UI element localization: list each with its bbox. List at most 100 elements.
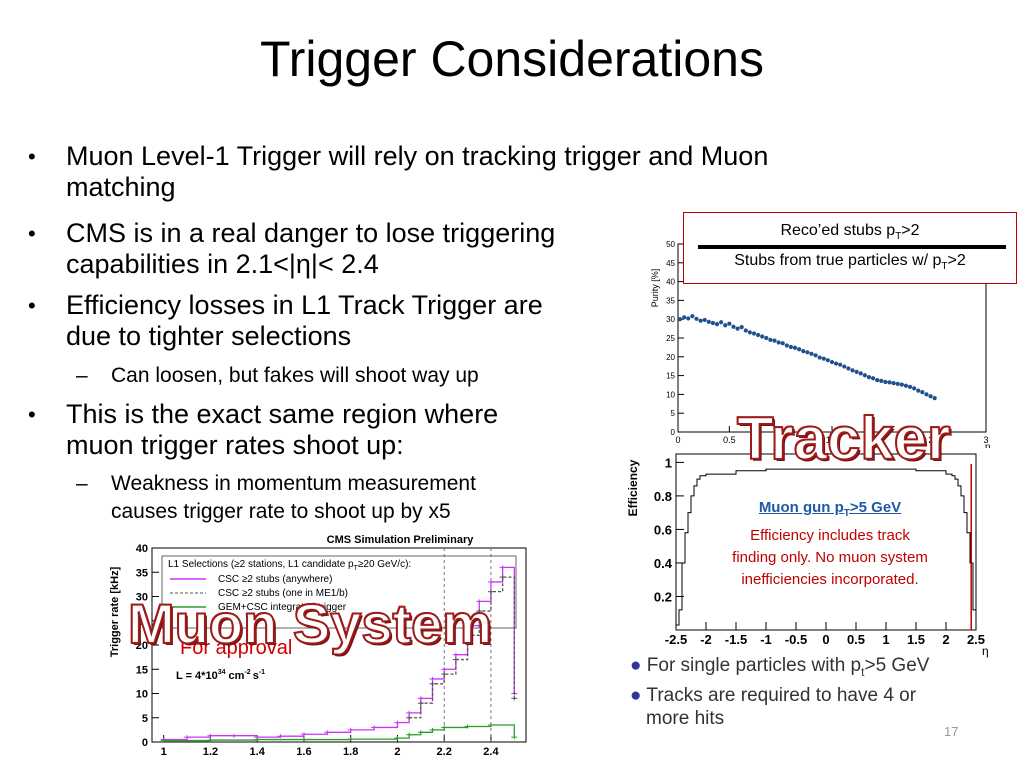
sub-bullet-dash: – bbox=[76, 364, 88, 387]
efficiency-y-tick-label: 0.6 bbox=[654, 522, 672, 537]
rate-legend-item-3: GEM+CSC integrated trigger bbox=[218, 602, 347, 613]
purity-x-tick-label: 0.5 bbox=[723, 435, 736, 445]
efficiency-chart: 0.2 0.4 0.6 0.8 1 -2.5 -2 -1.5 -1 -0.5 0 0.5 1 1.5 2 2.… bbox=[626, 453, 989, 658]
sub-bullet-dash: – bbox=[76, 472, 88, 495]
sub-bullet-text: Can loosen, but fakes will shoot way up bbox=[111, 364, 479, 387]
purity-y-tick-label: 5 bbox=[671, 409, 676, 418]
muon-system-label: Muon System bbox=[127, 591, 493, 656]
bullet-text: This is the exact same region where bbox=[66, 399, 499, 429]
efficiency-x-tick-label: 2 bbox=[942, 632, 949, 647]
purity-point bbox=[751, 331, 757, 336]
bullet-dot: • bbox=[28, 402, 36, 427]
purity-point bbox=[776, 340, 781, 345]
caption-line1: ● For single particles with pt>5 GeV bbox=[630, 655, 930, 679]
slide-title: Trigger Considerations bbox=[260, 31, 764, 87]
purity-point bbox=[866, 375, 872, 380]
bullet-text: CMS is in a real danger to lose triggeri… bbox=[66, 218, 556, 248]
purity-point bbox=[710, 320, 716, 326]
purity-point bbox=[883, 379, 888, 385]
purity-point bbox=[743, 328, 748, 333]
purity-y-tick-label: 25 bbox=[666, 334, 675, 343]
rate-chart-title: CMS Simulation Preliminary bbox=[327, 534, 475, 546]
purity-point bbox=[772, 338, 777, 343]
rate-x-tick-label: 2.4 bbox=[483, 746, 499, 758]
purity-y-tick-label: 0 bbox=[671, 428, 676, 437]
purity-point bbox=[903, 383, 909, 388]
purity-point bbox=[809, 351, 814, 356]
purity-point bbox=[834, 361, 839, 366]
purity-legend-line1: Reco’ed stubs pT>2 bbox=[780, 222, 920, 243]
rate-x-tick-label: 2.2 bbox=[437, 746, 452, 758]
purity-x-label: η bbox=[985, 442, 991, 448]
purity-point bbox=[932, 396, 937, 401]
rate-stamp: For approval bbox=[180, 637, 292, 659]
purity-point bbox=[686, 316, 691, 321]
rate-x-tick-label: 1.2 bbox=[203, 746, 218, 758]
purity-point bbox=[764, 335, 769, 341]
efficiency-x-tick-label: -0.5 bbox=[785, 632, 807, 647]
purity-point bbox=[723, 323, 728, 328]
purity-point bbox=[879, 378, 884, 383]
rate-y-label: Trigger rate [kHz] bbox=[109, 566, 121, 657]
purity-point bbox=[842, 364, 847, 369]
bullet-text-cont: muon trigger rates shoot up: bbox=[66, 430, 404, 460]
purity-point bbox=[825, 358, 830, 363]
purity-point bbox=[797, 347, 802, 352]
efficiency-x-tick-label: 2.5 bbox=[967, 632, 985, 647]
rate-y-tick-label: 15 bbox=[136, 664, 148, 676]
purity-point bbox=[899, 382, 904, 387]
rate-y-tick-label: 25 bbox=[136, 616, 148, 628]
bullet-dot: • bbox=[28, 293, 36, 318]
purity-point bbox=[821, 356, 826, 361]
purity-y-tick-label: 15 bbox=[666, 372, 675, 381]
purity-point bbox=[768, 337, 773, 342]
purity-x-tick-label: 2.5 bbox=[928, 435, 941, 445]
purity-legend: Reco’ed stubs pT>2 Stubs from true parti… bbox=[683, 212, 1017, 284]
purity-point bbox=[677, 317, 683, 322]
purity-point bbox=[747, 330, 752, 335]
rate-x-tick-label: 1.6 bbox=[296, 746, 311, 758]
purity-y-tick-label: 35 bbox=[666, 296, 675, 305]
purity-point bbox=[875, 378, 880, 383]
rate-y-tick-label: 35 bbox=[136, 567, 148, 579]
rate-x-tick-label: 1 bbox=[161, 746, 167, 758]
purity-point bbox=[755, 332, 761, 338]
rate-x-tick-label: 1.8 bbox=[343, 746, 358, 758]
efficiency-y-tick-label: 1 bbox=[665, 455, 672, 470]
purity-point bbox=[805, 350, 810, 355]
purity-x-tick-label: 3 bbox=[983, 435, 988, 445]
purity-point bbox=[912, 386, 917, 391]
purity-point bbox=[739, 324, 744, 330]
purity-point bbox=[924, 392, 929, 397]
rate-lumi: L = 4*1034 cm-2 s-1 bbox=[176, 669, 265, 682]
purity-point bbox=[846, 366, 851, 371]
purity-point bbox=[698, 318, 703, 323]
purity-point bbox=[891, 381, 896, 386]
efficiency-x-tick-label: -1 bbox=[760, 632, 772, 647]
purity-point bbox=[813, 353, 818, 358]
rate-y-tick-label: 5 bbox=[142, 713, 148, 725]
efficiency-caption: ● For single particles with pt>5 GeV ● T… bbox=[630, 654, 929, 730]
purity-y-tick-label: 40 bbox=[666, 278, 675, 287]
rate-y-tick-label: 20 bbox=[136, 640, 148, 652]
page-number: 17 bbox=[944, 724, 959, 739]
rate-x-tick-label: 1.4 bbox=[250, 746, 266, 758]
purity-y-tick-label: 10 bbox=[666, 390, 675, 399]
efficiency-x-tick-label: 1.5 bbox=[907, 632, 925, 647]
efficiency-x-tick-label: 0.5 bbox=[847, 632, 865, 647]
purity-y-tick-label: 45 bbox=[666, 259, 675, 268]
efficiency-note: Muon gun pT>5 GeV Efficiency includes tr… bbox=[700, 497, 960, 591]
efficiency-note-link[interactable]: Muon gun pT>5 GeV bbox=[758, 499, 902, 519]
tracker-label: Tracker bbox=[736, 404, 952, 473]
purity-point bbox=[895, 381, 900, 386]
efficiency-x-tick-label: 0 bbox=[822, 632, 829, 647]
purity-legend-line2: Stubs from true particles w/ pT>2 bbox=[734, 252, 966, 273]
efficiency-y-tick-label: 0.8 bbox=[654, 489, 672, 504]
purity-point bbox=[916, 388, 921, 393]
rate-y-tick-label: 40 bbox=[136, 543, 148, 555]
bullet-text-cont: capabilities in 2.1<|η|< 2.4 bbox=[66, 249, 379, 279]
purity-point bbox=[801, 349, 806, 354]
rate-y-tick-label: 10 bbox=[136, 689, 148, 701]
purity-point bbox=[694, 316, 699, 321]
purity-y-tick-label: 30 bbox=[666, 315, 675, 324]
